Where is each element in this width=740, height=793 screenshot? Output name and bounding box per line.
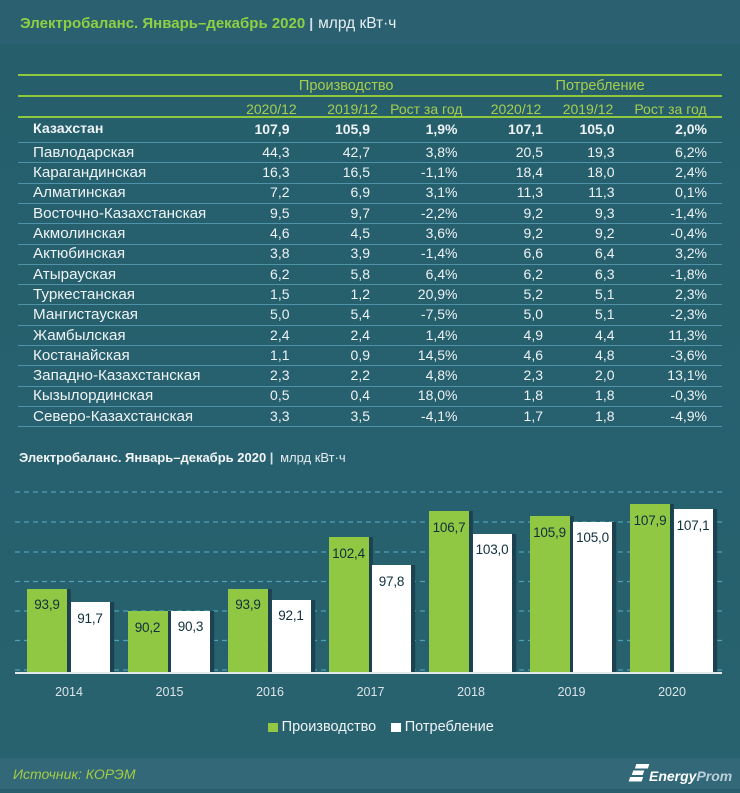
svg-text:EnergyProm: EnergyProm	[649, 768, 732, 784]
